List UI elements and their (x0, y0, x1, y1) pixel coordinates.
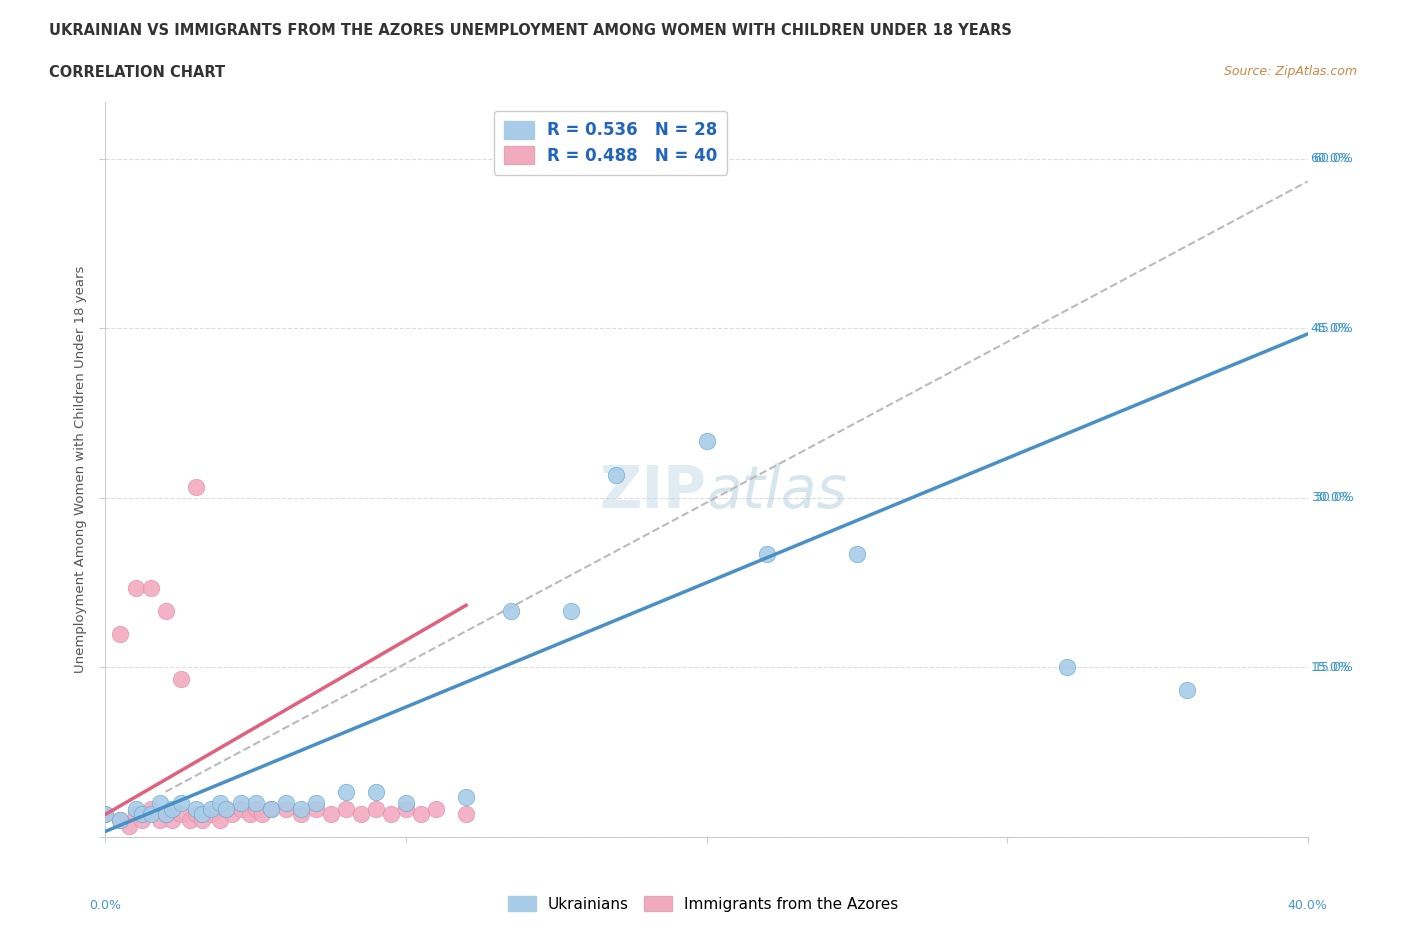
Point (155, 604, 177, 618)
Point (124, 807, 146, 822)
Point (245, 796, 267, 811)
Point (350, 807, 373, 822)
Text: UKRAINIAN VS IMMIGRANTS FROM THE AZORES UNEMPLOYMENT AMONG WOMEN WITH CHILDREN U: UKRAINIAN VS IMMIGRANTS FROM THE AZORES … (49, 23, 1012, 38)
Point (184, 479, 207, 494)
Point (139, 807, 162, 822)
Text: 60.0%: 60.0% (1310, 153, 1350, 166)
Text: 30.0%: 30.0% (1313, 491, 1354, 504)
Point (148, 813, 170, 828)
Point (560, 604, 582, 618)
Point (364, 802, 387, 817)
Point (118, 818, 141, 833)
Point (169, 796, 191, 811)
Point (124, 802, 146, 817)
Point (274, 802, 297, 817)
Point (425, 802, 447, 817)
Point (229, 802, 252, 817)
Point (184, 807, 207, 822)
Text: CORRELATION CHART: CORRELATION CHART (49, 65, 225, 80)
Legend: R = 0.536   N = 28, R = 0.488   N = 40: R = 0.536 N = 28, R = 0.488 N = 40 (494, 111, 727, 175)
Point (190, 813, 212, 828)
Point (110, 813, 132, 828)
Point (184, 802, 207, 817)
Point (305, 802, 328, 817)
Point (245, 802, 267, 817)
Point (155, 807, 177, 822)
Point (155, 807, 177, 822)
Point (395, 796, 418, 811)
Point (190, 807, 212, 822)
Text: 60.0%: 60.0% (1313, 153, 1354, 166)
Point (250, 807, 273, 822)
Point (179, 813, 201, 828)
Point (139, 802, 162, 817)
Point (290, 807, 312, 822)
Text: 40.0%: 40.0% (1288, 899, 1327, 912)
Point (845, 547, 868, 562)
Point (131, 813, 153, 828)
Text: atlas: atlas (707, 463, 848, 520)
Text: 0.0%: 0.0% (90, 899, 121, 912)
Text: Source: ZipAtlas.com: Source: ZipAtlas.com (1223, 65, 1357, 78)
Text: 30.0%: 30.0% (1310, 491, 1350, 504)
Point (124, 581, 146, 596)
Point (148, 796, 170, 811)
Point (1175, 683, 1198, 698)
Text: 15.0%: 15.0% (1310, 661, 1350, 674)
Point (755, 547, 778, 562)
Point (395, 802, 418, 817)
Y-axis label: Unemployment Among Women with Children Under 18 years: Unemployment Among Women with Children U… (73, 266, 87, 673)
Point (229, 796, 252, 811)
Text: 45.0%: 45.0% (1310, 322, 1350, 335)
Point (214, 802, 236, 817)
Point (200, 802, 222, 817)
Point (1056, 660, 1078, 675)
Point (305, 796, 328, 811)
Point (131, 807, 153, 822)
Text: 15.0%: 15.0% (1313, 661, 1354, 674)
Point (110, 813, 132, 828)
Point (260, 802, 283, 817)
Point (160, 802, 183, 817)
Point (94, 807, 117, 822)
Point (214, 802, 236, 817)
Text: ZIP: ZIP (599, 463, 707, 520)
Point (364, 784, 387, 799)
Point (169, 671, 191, 686)
Point (94, 807, 117, 822)
Point (260, 802, 283, 817)
Point (380, 807, 402, 822)
Point (409, 807, 432, 822)
Point (169, 807, 191, 822)
Point (335, 802, 357, 817)
Point (110, 626, 132, 641)
Point (696, 434, 718, 449)
Legend: Ukrainians, Immigrants from the Azores: Ukrainians, Immigrants from the Azores (502, 889, 904, 918)
Point (208, 796, 231, 811)
Text: 45.0%: 45.0% (1313, 322, 1354, 335)
Point (139, 581, 162, 596)
Point (160, 813, 183, 828)
Point (605, 468, 627, 483)
Point (501, 604, 523, 618)
Point (335, 784, 357, 799)
Point (200, 807, 222, 822)
Point (319, 807, 342, 822)
Point (221, 807, 243, 822)
Point (454, 807, 477, 822)
Point (239, 807, 262, 822)
Point (454, 790, 477, 804)
Point (290, 802, 312, 817)
Point (274, 796, 297, 811)
Point (208, 813, 231, 828)
